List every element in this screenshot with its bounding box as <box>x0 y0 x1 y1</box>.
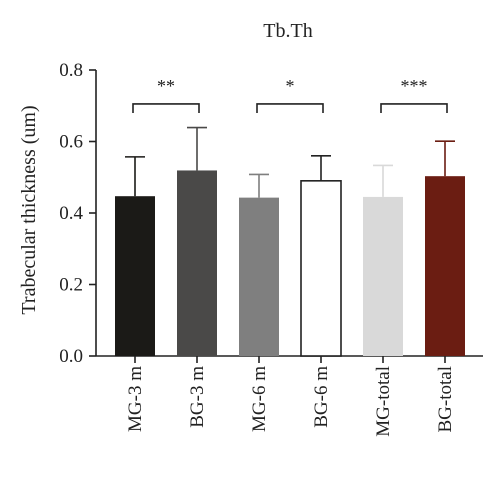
significance-bracket: *** <box>380 76 448 113</box>
significance-bracket: ** <box>132 76 200 113</box>
error-bar <box>125 156 145 197</box>
bar-bg-6-m <box>300 180 342 357</box>
y-axis-label: Trabecular thickness (um) <box>18 105 40 314</box>
significance-label: *** <box>401 76 428 96</box>
error-bar <box>249 173 269 198</box>
category-label: BG-6 m <box>311 366 332 428</box>
significance-label: * <box>286 76 295 96</box>
y-axis-ticks: 0.0 0.2 0.4 0.6 0.8 <box>59 60 96 367</box>
bar-bg-total <box>425 176 465 356</box>
error-bar <box>373 164 393 197</box>
y-tick-label: 0.0 <box>59 346 83 367</box>
category-label: MG-total <box>373 366 394 437</box>
error-bar <box>311 155 331 181</box>
category-label: BG-total <box>435 366 456 433</box>
y-tick-label: 0.6 <box>59 132 83 153</box>
significance-bracket: * <box>256 76 324 113</box>
error-bar <box>187 126 207 171</box>
significance-group: ** * *** <box>132 76 448 113</box>
chart-title: Tb.Th <box>263 20 312 42</box>
y-tick-label: 0.4 <box>59 203 83 224</box>
bar-mg-total <box>363 196 403 356</box>
significance-label: ** <box>157 76 175 96</box>
category-label: MG-3 m <box>125 366 146 432</box>
error-bars-group <box>125 126 455 198</box>
bar-bg-3-m <box>177 170 217 356</box>
x-axis-ticks: MG-3 m BG-3 m MG-6 m BG-6 m MG-total BG-total <box>125 356 456 437</box>
category-label: BG-3 m <box>187 366 208 428</box>
bars-group <box>115 170 465 357</box>
category-label: MG-6 m <box>249 366 270 432</box>
y-tick-label: 0.8 <box>59 60 83 81</box>
y-tick-label: 0.2 <box>59 275 83 296</box>
bar-mg-6-m <box>239 197 279 356</box>
bar-mg-3-m <box>115 196 155 356</box>
error-bar <box>435 140 455 177</box>
